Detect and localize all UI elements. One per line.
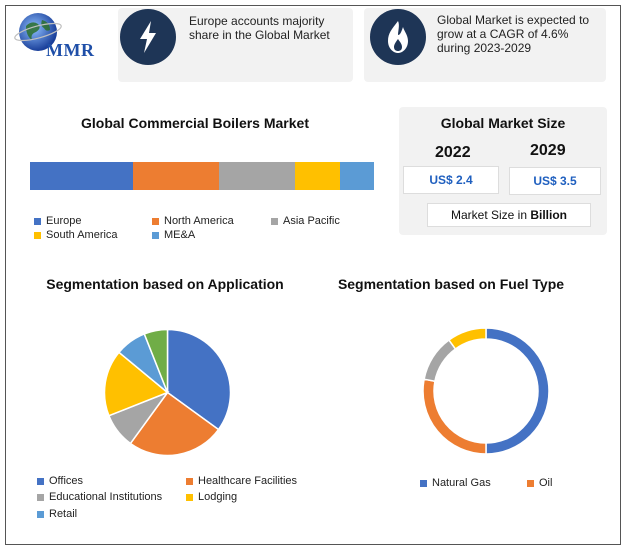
application-title: Segmentation based on Application bbox=[46, 276, 284, 292]
fuel-slice-natural-gas bbox=[485, 327, 550, 455]
legend-healthcare: Healthcare Facilities bbox=[186, 475, 297, 487]
fuel-donut-chart bbox=[422, 327, 550, 455]
fuel-title: Segmentation based on Fuel Type bbox=[337, 276, 565, 292]
bar-segment-me-a bbox=[339, 162, 374, 190]
lightning-icon bbox=[120, 9, 176, 65]
bar-segment-north-america bbox=[133, 162, 220, 190]
logo-text: MMR bbox=[46, 40, 95, 60]
value-2029: US$ 3.5 bbox=[509, 167, 601, 195]
market-size-title: Global Market Size bbox=[440, 115, 566, 131]
legend-lodging: Lodging bbox=[186, 491, 237, 503]
market-bar-title: Global Commercial Boilers Market bbox=[81, 115, 309, 131]
year-2029: 2029 bbox=[530, 142, 566, 159]
globe-icon bbox=[14, 13, 62, 51]
legend-europe: Europe bbox=[34, 215, 81, 227]
info-card-cagr: Global Market is expected to grow at a C… bbox=[364, 8, 606, 82]
legend-south-america: South America bbox=[34, 229, 118, 241]
bar-segment-south-america bbox=[294, 162, 340, 190]
infographic-frame bbox=[5, 5, 621, 545]
legend-oil: Oil bbox=[527, 477, 552, 489]
legend-retail: Retail bbox=[37, 508, 77, 520]
legend-educational: Educational Institutions bbox=[37, 491, 162, 503]
fuel-slice-slice-2 bbox=[423, 338, 457, 383]
flame-icon bbox=[370, 9, 426, 65]
legend-north-america: North America bbox=[152, 215, 234, 227]
legend-mea: ME&A bbox=[152, 229, 195, 241]
mmr-logo: MMR bbox=[12, 10, 112, 62]
application-slice-offices bbox=[166, 328, 232, 431]
legend-asia-pacific: Asia Pacific bbox=[271, 215, 340, 227]
fuel-slice-oil bbox=[422, 378, 487, 455]
unit-label: Market Size in Billion bbox=[427, 203, 591, 227]
fuel-slice-slice-3 bbox=[447, 327, 487, 350]
bar-segment-europe bbox=[30, 162, 134, 190]
market-size-card: Global Market Size 2022 2029 US$ 2.4 US$… bbox=[399, 107, 607, 235]
application-slice-healthcare-facilities bbox=[129, 391, 220, 457]
value-2022: US$ 2.4 bbox=[403, 166, 499, 194]
info-text-cagr: Global Market is expected to grow at a C… bbox=[437, 13, 590, 55]
year-2022: 2022 bbox=[435, 144, 471, 161]
legend-natural-gas: Natural Gas bbox=[420, 477, 491, 489]
application-slice-lodging bbox=[103, 351, 169, 417]
legend-offices: Offices bbox=[37, 475, 83, 487]
info-card-europe: Europe accounts majority share in the Gl… bbox=[118, 8, 353, 82]
application-slice-slice-5 bbox=[143, 328, 169, 393]
bar-segment-asia-pacific bbox=[219, 162, 295, 190]
application-pie-chart bbox=[103, 328, 232, 457]
info-text-europe: Europe accounts majority share in the Gl… bbox=[189, 14, 330, 42]
